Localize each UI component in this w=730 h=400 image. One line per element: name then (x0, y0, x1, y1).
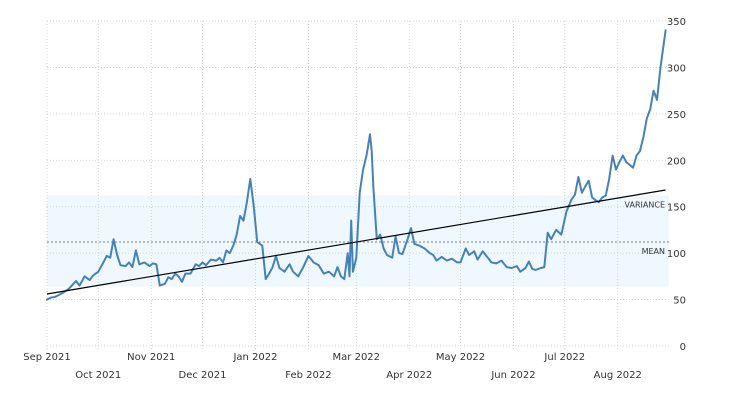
grid-layer (46, 20, 669, 350)
trend-line (46, 189, 666, 295)
y-tick-label: 0 (680, 342, 686, 353)
x-tick-label: May 2022 (436, 352, 485, 363)
variance-label: VARIANCE (625, 201, 665, 210)
x-tick-label: Sep 2021 (23, 352, 70, 363)
reference-lines-layer: MEAN VARIANCE (47, 201, 669, 256)
x-tick-label: Mar 2022 (333, 352, 381, 363)
x-tick-label: Jun 2022 (490, 370, 535, 381)
x-tick-label: Apr 2022 (386, 370, 432, 381)
x-tick-label: Nov 2021 (127, 352, 175, 363)
y-tick-label: 350 (667, 17, 686, 28)
y-tick-label: 250 (667, 110, 686, 121)
y-tick-label: 200 (667, 156, 686, 167)
x-tick-label: Dec 2021 (179, 370, 227, 381)
x-tick-label: Jan 2022 (232, 352, 277, 363)
x-tick-label: Jul 2022 (543, 352, 585, 363)
mean-label: MEAN (642, 247, 665, 256)
series-line (46, 29, 667, 301)
y-tick-label: 100 (667, 249, 686, 260)
tick-labels-layer: 0 50 100 150 200 250 300 350 Sep 2021 Nov 2021 Jan… (23, 17, 686, 381)
y-tick-label: 150 (667, 203, 686, 214)
y-tick-label: 50 (673, 296, 686, 307)
series-layer (46, 29, 667, 301)
y-tick-label: 300 (667, 63, 686, 74)
x-tick-label: Feb 2022 (285, 370, 331, 381)
x-tick-label: Oct 2021 (75, 370, 121, 381)
x-tick-label: Aug 2022 (594, 370, 642, 381)
